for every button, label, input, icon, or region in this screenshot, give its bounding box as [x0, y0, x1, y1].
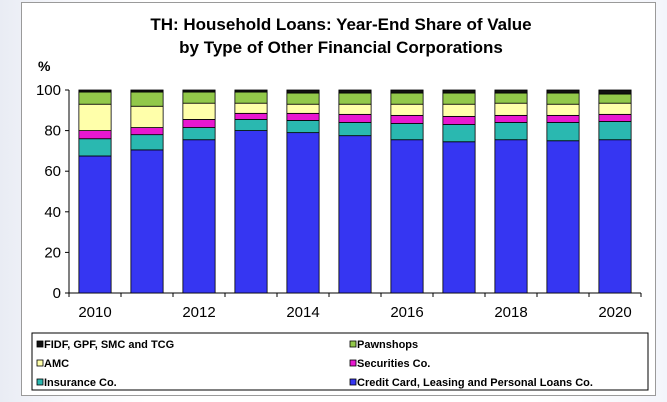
bar-insurance-co-2016 — [390, 123, 424, 141]
bar-credit-card-leasing-and-personal-loans-co-2012 — [182, 139, 216, 294]
bar-pawnshops-2011 — [130, 91, 164, 107]
legend-label-credit-card-leasing-and-personal-loans-co: Credit Card, Leasing and Personal Loans … — [357, 377, 593, 389]
bar-credit-card-leasing-and-personal-loans-co-2015 — [338, 135, 372, 294]
bar-securities-co-2011 — [130, 127, 164, 136]
chart-frame: TH: Household Loans: Year-End Share of V… — [21, 2, 656, 396]
x-tick-label: 2014 — [286, 304, 319, 321]
bar-securities-co-2012 — [182, 119, 216, 128]
bar-fidf-gpf-smc-and-tcg-2020 — [598, 89, 632, 95]
legend-label-fidf-gpf-smc-and-tcg: FIDF, GPF, SMC and TCG — [44, 339, 174, 351]
legend-swatch-pawnshops — [349, 340, 357, 348]
x-tick-label: 2016 — [390, 304, 423, 321]
bar-insurance-co-2015 — [338, 122, 372, 137]
bar-amc-2010 — [78, 103, 112, 131]
bar-pawnshops-2019 — [546, 92, 580, 105]
x-tick-label: 2010 — [78, 304, 111, 321]
bar-pawnshops-2012 — [182, 91, 216, 104]
legend-box — [31, 332, 649, 391]
bar-amc-2019 — [546, 103, 580, 116]
y-axis-label: % — [38, 58, 51, 74]
legend-swatch-fidf-gpf-smc-and-tcg — [36, 340, 44, 348]
bar-fidf-gpf-smc-and-tcg-2012 — [182, 89, 216, 93]
legend-swatch-insurance-co — [36, 378, 44, 386]
bar-insurance-co-2013 — [234, 119, 268, 132]
bar-credit-card-leasing-and-personal-loans-co-2017 — [442, 141, 476, 294]
bar-amc-2020 — [598, 102, 632, 115]
bar-credit-card-leasing-and-personal-loans-co-2018 — [494, 139, 528, 294]
bar-securities-co-2015 — [338, 113, 372, 123]
legend: FIDF, GPF, SMC and TCG Pawnshops AMC Securi… — [31, 332, 649, 391]
bar-insurance-co-2020 — [598, 121, 632, 141]
bar-amc-2013 — [234, 102, 268, 114]
bar-fidf-gpf-smc-and-tcg-2011 — [130, 89, 164, 93]
x-tick-label: 2018 — [494, 304, 527, 321]
y-tick-label: 80 — [44, 123, 61, 140]
bar-pawnshops-2014 — [286, 92, 320, 105]
bar-pawnshops-2015 — [338, 92, 372, 105]
bar-credit-card-leasing-and-personal-loans-co-2013 — [234, 130, 268, 294]
bar-credit-card-leasing-and-personal-loans-co-2011 — [130, 149, 164, 294]
bar-pawnshops-2016 — [390, 92, 424, 105]
bar-credit-card-leasing-and-personal-loans-co-2019 — [546, 140, 580, 294]
y-tick-label: 0 — [53, 285, 61, 302]
bar-credit-card-leasing-and-personal-loans-co-2010 — [78, 155, 112, 294]
bar-insurance-co-2010 — [78, 138, 112, 157]
bar-insurance-co-2011 — [130, 134, 164, 151]
bar-insurance-co-2018 — [494, 122, 528, 141]
bar-pawnshops-2010 — [78, 91, 112, 105]
chart-svg: TH: Household Loans: Year-End Share of V… — [31, 15, 649, 391]
bar-fidf-gpf-smc-and-tcg-2016 — [390, 89, 424, 94]
legend-label-amc: AMC — [44, 358, 69, 370]
bar-fidf-gpf-smc-and-tcg-2014 — [286, 89, 320, 94]
bar-insurance-co-2012 — [182, 127, 216, 141]
bar-securities-co-2013 — [234, 112, 268, 120]
legend-swatch-securities-co — [349, 359, 357, 367]
bar-amc-2015 — [338, 103, 372, 115]
legend-swatch-amc — [36, 359, 44, 367]
bar-pawnshops-2020 — [598, 93, 632, 104]
bar-credit-card-leasing-and-personal-loans-co-2020 — [598, 139, 632, 294]
bar-amc-2017 — [442, 103, 476, 117]
bar-fidf-gpf-smc-and-tcg-2019 — [546, 89, 580, 94]
x-tick-label: 2020 — [598, 304, 631, 321]
bar-securities-co-2014 — [286, 112, 320, 121]
bar-securities-co-2017 — [442, 115, 476, 125]
y-tick-label: 100 — [36, 82, 61, 99]
bar-insurance-co-2017 — [442, 124, 476, 143]
bar-amc-2014 — [286, 103, 320, 114]
bar-credit-card-leasing-and-personal-loans-co-2014 — [286, 132, 320, 294]
plot-area: 0 20 40 60 80 100 2010 2012 2014 2016 2018 2020 — [36, 82, 642, 321]
bar-fidf-gpf-smc-and-tcg-2017 — [442, 89, 476, 94]
bar-amc-2018 — [494, 102, 528, 116]
bar-securities-co-2019 — [546, 114, 580, 123]
legend-label-securities-co: Securities Co. — [357, 358, 430, 370]
chart-title: TH: Household Loans: Year-End Share of V… — [150, 15, 531, 34]
bar-fidf-gpf-smc-and-tcg-2015 — [338, 89, 372, 94]
y-tick-label: 60 — [44, 163, 61, 180]
x-tick-label: 2012 — [182, 304, 215, 321]
bar-fidf-gpf-smc-and-tcg-2013 — [234, 89, 268, 93]
legend-label-insurance-co: Insurance Co. — [44, 377, 117, 389]
bar-securities-co-2020 — [598, 113, 632, 122]
y-tick-label: 20 — [44, 244, 61, 261]
y-tick-label: 40 — [44, 204, 61, 221]
bar-insurance-co-2014 — [286, 120, 320, 134]
legend-swatch-credit-card-leasing-and-personal-loans-co — [349, 378, 357, 386]
bar-securities-co-2018 — [494, 114, 528, 123]
bar-pawnshops-2018 — [494, 92, 528, 104]
bar-amc-2012 — [182, 102, 216, 120]
bar-amc-2016 — [390, 103, 424, 116]
bar-pawnshops-2013 — [234, 91, 268, 104]
bar-insurance-co-2019 — [546, 122, 580, 142]
bar-fidf-gpf-smc-and-tcg-2010 — [78, 89, 112, 93]
bar-amc-2011 — [130, 105, 164, 128]
chart-subtitle: by Type of Other Financial Corporations — [179, 38, 503, 57]
bar-fidf-gpf-smc-and-tcg-2018 — [494, 89, 528, 94]
bar-securities-co-2016 — [390, 114, 424, 124]
bar-pawnshops-2017 — [442, 92, 476, 105]
legend-label-pawnshops: Pawnshops — [357, 339, 418, 351]
bar-securities-co-2010 — [78, 130, 112, 140]
bar-credit-card-leasing-and-personal-loans-co-2016 — [390, 139, 424, 294]
